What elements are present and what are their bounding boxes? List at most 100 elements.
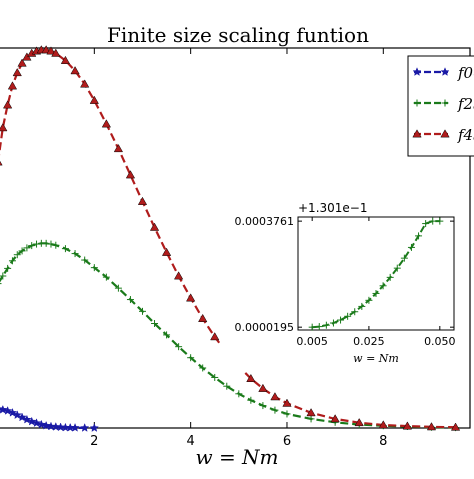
data-point-f45-33 [306, 408, 316, 417]
data-point-f25-6 [23, 244, 31, 252]
data-point-f45-11 [46, 46, 56, 55]
inset-data-point-f25-11 [386, 273, 394, 281]
data-point-f00-5 [17, 412, 27, 422]
data-point-f45-23 [173, 271, 184, 280]
inset-data-point-f25-14 [407, 243, 415, 251]
data-point-f25-1 [0, 272, 7, 280]
x-axis-label: w = Nm [195, 445, 278, 469]
inset-data-point-f25-6 [351, 308, 359, 316]
data-point-f45-29 [246, 373, 256, 382]
data-point-f25-22 [163, 331, 171, 339]
data-point-f45-39 [450, 422, 461, 431]
legend-label-f45: f45 [457, 126, 474, 144]
data-point-f25-30 [259, 402, 267, 410]
legend-label-f00: f00 [457, 64, 474, 82]
chart-title: Finite size scaling funtion [107, 23, 369, 47]
inset-data-point-f25-2 [322, 321, 330, 329]
data-point-f45-4 [12, 67, 22, 77]
data-point-f00-9 [36, 419, 46, 429]
inset-data-point-f25-15 [415, 232, 423, 240]
legend-label-f25: f25 [457, 95, 474, 113]
data-point-f00-2 [2, 406, 13, 415]
data-point-f00-17 [80, 423, 90, 432]
inset-offset-label: +1.301e−1 [298, 201, 367, 215]
data-point-f25-17 [102, 273, 110, 281]
data-point-f25-27 [223, 382, 231, 390]
data-point-f25-16 [90, 264, 98, 272]
data-point-f25-8 [33, 240, 41, 248]
data-point-f45-32 [282, 398, 292, 407]
data-point-f25-26 [211, 373, 219, 381]
inset-data-point-f25-8 [365, 296, 373, 304]
inset-x-tick-label-1: 0.025 [353, 335, 385, 348]
data-point-f00-1 [0, 404, 8, 414]
inset-x-tick-label-0: 0.005 [296, 335, 328, 348]
data-point-f45-34 [330, 414, 340, 423]
data-point-f45-35 [354, 417, 364, 427]
data-point-f25-0 [0, 283, 2, 285]
inset-data-point-f25-9 [372, 289, 380, 297]
inset-data-point-f25-4 [337, 316, 345, 324]
inset-y-tick-label-1: 0.0003761 [235, 215, 295, 228]
inset-data-point-f25-1 [315, 323, 323, 331]
inset-plot-frame [297, 216, 455, 331]
data-point-f25-18 [114, 284, 122, 292]
data-point-f25-32 [283, 410, 291, 418]
data-point-f45-17 [101, 119, 111, 128]
data-point-f25-4 [13, 251, 21, 259]
inset-data-point-f25-16 [422, 220, 430, 228]
data-point-f00-4 [12, 410, 22, 420]
data-point-f00-11 [46, 421, 56, 431]
inset-data-point-f25-3 [329, 319, 337, 327]
data-point-f25-3 [8, 257, 16, 265]
inset-data-point-f25-12 [393, 264, 401, 272]
data-point-f25-2 [4, 264, 12, 272]
data-point-f45-0 [0, 160, 3, 166]
inset-data-point-f25-17 [429, 217, 437, 225]
data-point-f45-31 [270, 392, 280, 401]
data-point-f45-20 [137, 196, 148, 205]
inset-x-tick-label-2: 0.050 [424, 335, 456, 348]
data-point-f45-22 [161, 247, 172, 256]
data-point-f45-26 [210, 332, 220, 341]
data-point-f45-21 [149, 222, 160, 231]
inset-y-tick-label-0: 0.0000195 [235, 321, 295, 334]
inset-data-point-f25-18 [436, 217, 444, 225]
data-point-f25-19 [126, 296, 134, 304]
data-point-f45-38 [426, 422, 437, 431]
legend-marker-f45-start [412, 129, 422, 138]
data-point-f45-25 [198, 313, 208, 322]
data-point-f25-13 [61, 245, 69, 253]
data-point-f45-15 [80, 79, 90, 88]
inset-data-point-f25-7 [358, 302, 366, 310]
data-point-f45-14 [70, 66, 80, 75]
legend-marker-f00-start [412, 67, 422, 76]
data-point-f25-28 [235, 390, 243, 398]
legend-marker-f25-end [441, 99, 449, 107]
data-point-f45-13 [60, 55, 71, 64]
inset-data-point-f25-5 [344, 312, 352, 320]
x-tick-label-8: 8 [379, 434, 387, 449]
data-point-f25-10 [42, 239, 50, 247]
data-point-f00-18 [89, 423, 99, 432]
data-point-f25-25 [199, 364, 207, 372]
data-point-f25-7 [28, 242, 36, 250]
data-point-f45-24 [186, 293, 196, 302]
inset-data-point-f25-10 [379, 282, 387, 290]
data-point-f45-36 [378, 420, 388, 429]
data-point-f25-21 [151, 320, 159, 327]
legend-marker-f45-end [440, 129, 450, 138]
x-tick-label-6: 6 [283, 434, 291, 449]
data-point-f00-8 [31, 418, 42, 428]
data-point-f00-6 [22, 414, 32, 424]
inset-data-point-f25-13 [400, 254, 408, 262]
data-point-f45-12 [51, 48, 61, 57]
data-point-f00-7 [27, 416, 37, 426]
data-point-f45-1 [0, 123, 8, 132]
data-point-f45-2 [3, 100, 13, 109]
data-point-f25-24 [187, 354, 195, 362]
x-tick-label-2: 2 [90, 434, 98, 449]
data-point-f45-16 [89, 95, 99, 104]
